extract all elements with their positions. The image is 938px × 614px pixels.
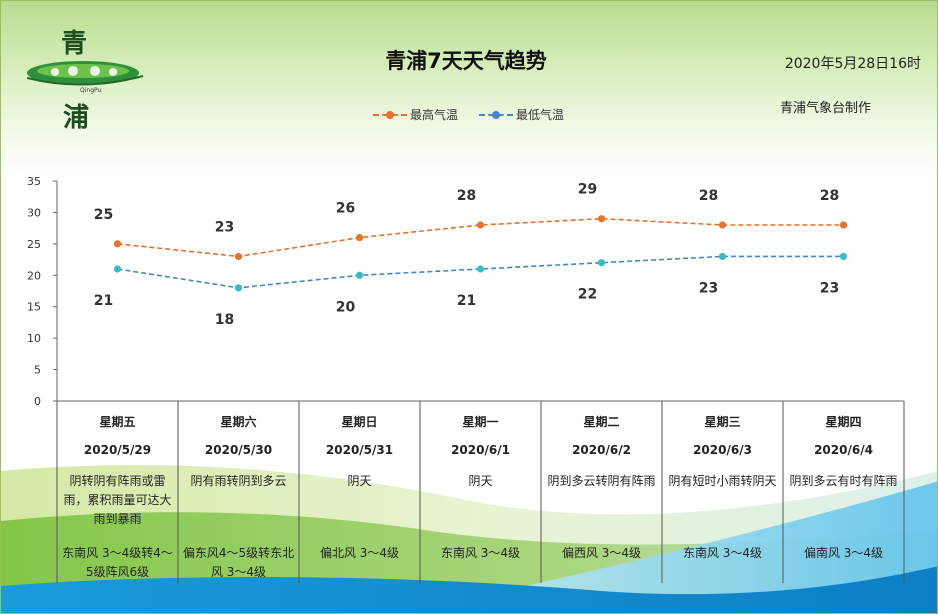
day-weather: 阴有雨转阴到多云 (190, 474, 287, 488)
day-weekday: 星期六 (220, 415, 257, 429)
producer-label: 青浦气象台制作 (779, 101, 871, 116)
y-tick-label: 5 (34, 364, 41, 377)
high-temp-point (355, 233, 364, 242)
day-column: 星期一 2020/6/1 阴天东南风 3～4级 (422, 403, 539, 583)
day-weather: 阴天 (468, 474, 493, 488)
low-temp-point (355, 271, 364, 279)
low-temp-label: 22 (578, 287, 597, 303)
day-weekday: 星期三 (704, 415, 741, 429)
day-wind: 偏北风 3～4级 (319, 546, 400, 560)
day-column: 星期日 2020/5/31 阴天偏北风 3～4级 (301, 403, 418, 583)
day-column: 星期二 2020/6/2 阴到多云转阴有阵雨 偏西风 3～4级 (543, 403, 660, 583)
legend-high-swatch (373, 110, 407, 120)
high-temp-label: 29 (578, 182, 597, 198)
legend-low-label: 最低气温 (516, 108, 565, 122)
day-wind: 偏西风 3～4级 (561, 546, 642, 560)
day-wind: 东南风 3～4级 (440, 546, 521, 560)
day-wind: 东南风 3～4级转4～5级阵风6级 (62, 546, 173, 579)
day-weather: 阴到多云有时有阵雨 (789, 474, 898, 488)
low-temp-label: 23 (820, 280, 839, 296)
y-tick-label: 15 (27, 301, 41, 314)
y-tick-label: 25 (27, 238, 41, 251)
page-title: 青浦7天天气趋势 (385, 49, 547, 73)
day-column: 星期六 2020/5/30 阴有雨转阴到多云偏东风4～5级转东北风 3～4级 (180, 403, 297, 583)
day-column: 星期四 2020/6/4 阴到多云有时有阵雨 偏南风 3～4级 (785, 403, 902, 583)
high-temp-label: 26 (336, 201, 355, 217)
high-temp-label: 23 (215, 219, 234, 235)
low-temp-label: 20 (336, 299, 356, 315)
low-temp-point (718, 252, 727, 261)
high-temp-label: 28 (457, 188, 476, 204)
high-temp-label: 25 (94, 207, 113, 223)
day-weather: 阴有短时小雨转阴天 (668, 474, 777, 488)
day-weekday: 星期四 (825, 415, 862, 429)
high-temp-label: 28 (699, 188, 718, 204)
day-wind: 东南风 3～4级 (682, 546, 763, 560)
high-temp-point (718, 221, 727, 229)
day-date: 2020/6/3 (693, 443, 752, 457)
low-temp-point (476, 265, 485, 273)
day-weekday: 星期五 (99, 415, 136, 429)
high-temp-point (113, 240, 122, 248)
day-wind: 偏南风 3～4级 (803, 546, 884, 560)
low-temp-label: 23 (699, 280, 718, 296)
high-temp-point (234, 252, 243, 261)
day-weekday: 星期日 (341, 415, 378, 429)
low-temp-point (234, 284, 243, 292)
high-temp-point (839, 221, 848, 229)
y-tick-label: 30 (27, 206, 41, 219)
low-temp-label: 21 (457, 293, 476, 309)
issue-time: 2020年5月28日16时 (784, 56, 921, 72)
logo-char-top: 青 (61, 29, 88, 59)
day-weather: 阴天 (347, 474, 372, 488)
day-date: 2020/6/4 (814, 443, 873, 457)
day-date: 2020/5/30 (204, 443, 273, 457)
y-tick-label: 20 (27, 269, 41, 282)
day-weather: 阴到多云转阴有阵雨 (547, 474, 656, 488)
y-tick-label: 0 (34, 395, 41, 408)
high-temp-label: 28 (820, 188, 839, 204)
day-wind: 偏东风4～5级转东北风 3～4级 (182, 546, 295, 579)
low-temp-label: 18 (215, 312, 234, 328)
day-date: 2020/6/1 (451, 443, 510, 457)
legend-high: 最高气温 (373, 106, 458, 123)
day-date: 2020/5/31 (325, 443, 394, 457)
day-date: 2020/6/2 (572, 443, 631, 457)
high-temp-point (476, 221, 485, 229)
legend-low-swatch (479, 110, 513, 120)
logo-subtitle: QingPu (80, 87, 102, 94)
day-weekday: 星期一 (462, 415, 499, 429)
day-column: 星期五 2020/5/29 阴转阴有阵雨或雷雨，累积雨量可达大雨到暴雨东南风 3～4… (59, 403, 176, 583)
high-temp-point (597, 215, 606, 223)
legend-low: 最低气温 (479, 106, 564, 123)
day-weather: 阴转阴有阵雨或雷雨，累积雨量可达大雨到暴雨 (63, 474, 172, 526)
logo-emblem (27, 61, 144, 86)
low-temp-point (597, 259, 606, 267)
legend-high-label: 最高气温 (410, 108, 459, 122)
y-tick-label: 10 (27, 332, 41, 345)
logo-char-bottom: 浦 (63, 103, 90, 133)
low-temp-point (839, 252, 848, 261)
day-weekday: 星期二 (583, 415, 620, 429)
day-column: 星期三 2020/6/3 阴有短时小雨转阴天 东南风 3～4级 (664, 403, 781, 583)
day-date: 2020/5/29 (83, 443, 152, 457)
y-tick-label: 35 (27, 175, 41, 188)
low-temp-point (113, 265, 122, 273)
low-temp-label: 21 (94, 293, 113, 309)
